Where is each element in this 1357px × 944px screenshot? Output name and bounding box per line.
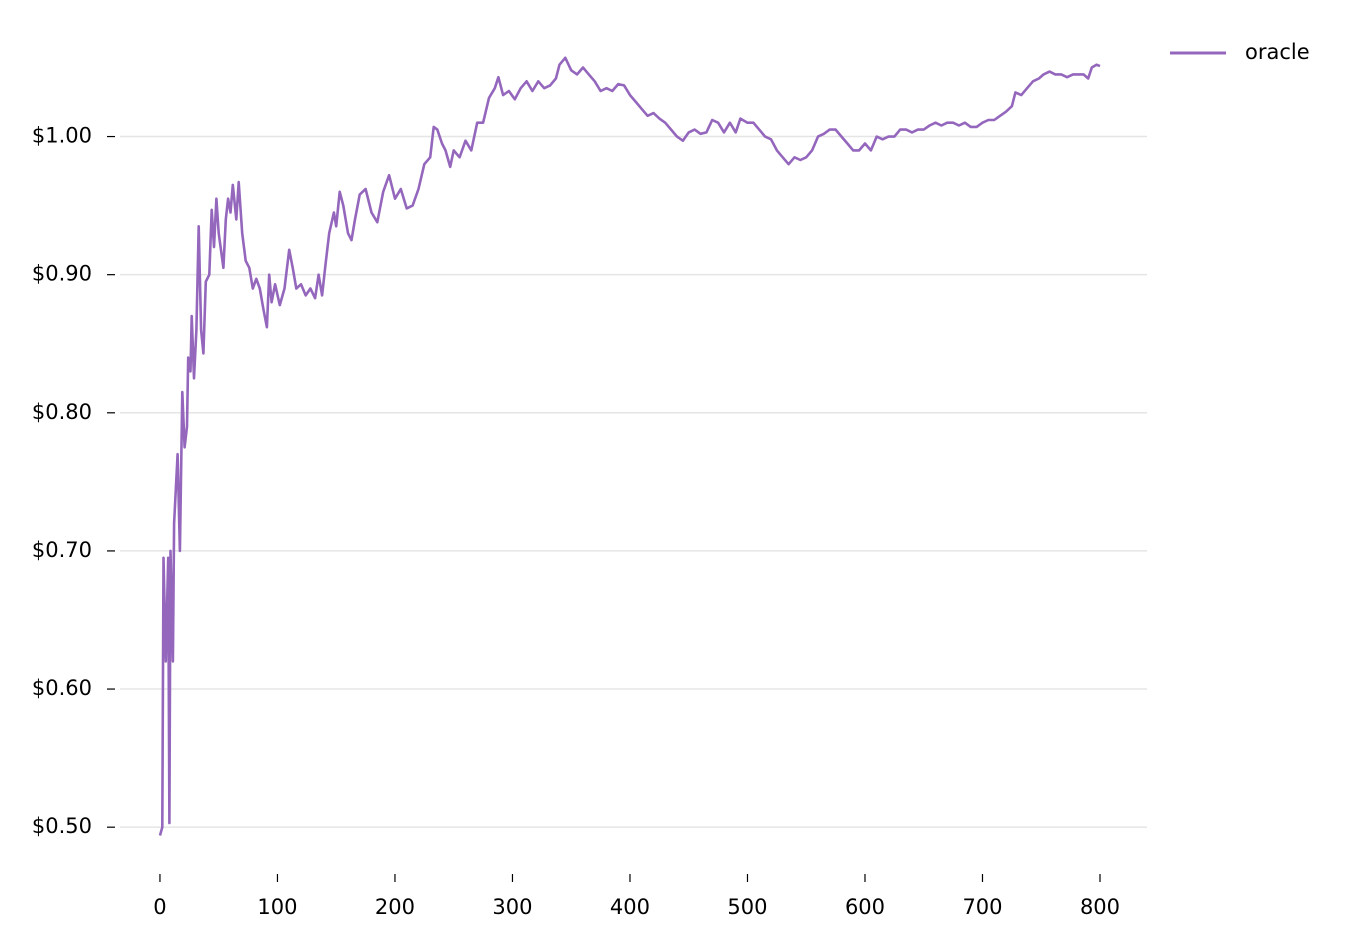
x-tick-label: 700 xyxy=(962,895,1002,919)
legend-label: oracle xyxy=(1245,40,1310,64)
y-tick-label: $0.50 xyxy=(32,814,92,838)
x-tick-label: 400 xyxy=(610,895,650,919)
y-tick-label: $0.90 xyxy=(32,262,92,286)
x-tick-label: 0 xyxy=(153,895,166,919)
y-tick-label: $0.60 xyxy=(32,676,92,700)
x-tick-label: 600 xyxy=(845,895,885,919)
x-tick-label: 200 xyxy=(375,895,415,919)
y-tick-label: $0.80 xyxy=(32,400,92,424)
data-line xyxy=(158,56,1101,836)
y-tick-label: $1.00 xyxy=(32,124,92,148)
x-tick-label: 800 xyxy=(1080,895,1120,919)
x-tick-label: 500 xyxy=(727,895,767,919)
x-tick-label: 300 xyxy=(492,895,532,919)
x-tick-label: 100 xyxy=(257,895,297,919)
y-tick-label: $0.70 xyxy=(32,538,92,562)
